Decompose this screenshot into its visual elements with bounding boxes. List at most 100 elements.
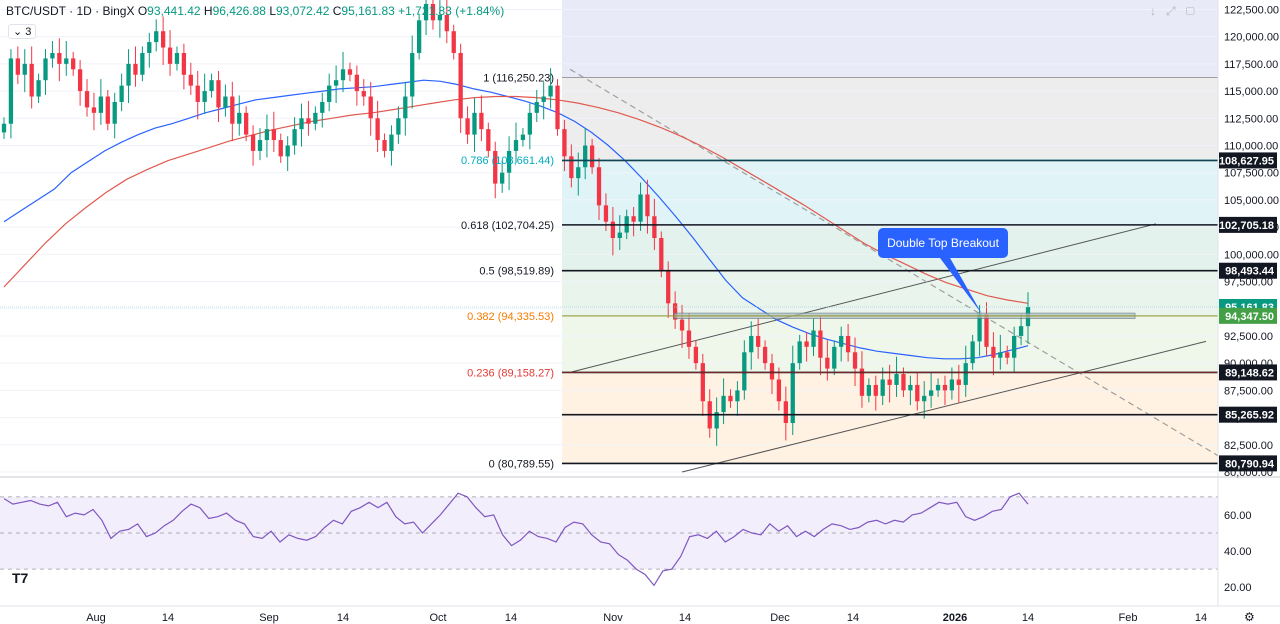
candle-body (866, 384, 872, 396)
y-tick-5: 110,000.00 (1224, 140, 1278, 152)
candle-body (147, 42, 152, 53)
settings-gear-icon[interactable]: ⚙ (1244, 610, 1255, 624)
maximize-icon[interactable]: ▢ (1185, 4, 1205, 18)
candle-body (340, 69, 346, 81)
candle (1005, 345, 1010, 365)
candle (437, 0, 443, 38)
candle-body (672, 303, 678, 320)
candle-body (285, 145, 290, 157)
candle-body (804, 341, 809, 347)
candle (354, 65, 360, 106)
rsi-panel (0, 476, 1280, 587)
candle (244, 106, 249, 142)
candle-body (444, 14, 449, 32)
candle-body (403, 96, 408, 119)
candle (382, 133, 387, 158)
candle (984, 302, 989, 357)
candle-body (1012, 335, 1017, 358)
candle-body (548, 85, 553, 97)
candle (230, 81, 235, 142)
candle (278, 133, 283, 163)
candle (306, 100, 311, 136)
expand-icon[interactable]: ⤢ (1166, 4, 1186, 18)
close-label: C (332, 4, 342, 18)
candle-body (64, 58, 69, 64)
candle (749, 321, 754, 370)
level-price-box-1 (1219, 216, 1277, 233)
candle-body (230, 96, 235, 124)
candle-body (500, 172, 505, 184)
candle (839, 326, 844, 362)
x-tick-3: 14 (337, 612, 349, 624)
candle-body (29, 63, 34, 97)
candle-body (555, 85, 560, 130)
candle-body (493, 150, 498, 184)
candle-body (416, 20, 422, 53)
candle-body (451, 31, 456, 53)
ema-line-1 (3, 95, 1029, 304)
candle-body (389, 134, 394, 151)
arrow-down-icon[interactable]: ↓ (1150, 4, 1166, 18)
candle (735, 381, 740, 416)
candle (403, 81, 408, 136)
candle-body (659, 238, 664, 271)
candle-body (264, 129, 270, 141)
candle-body (472, 112, 477, 135)
open-value: 93,441.42 (147, 4, 201, 18)
candle-body (721, 395, 726, 413)
candle (928, 372, 934, 408)
candle (479, 95, 484, 142)
candle (50, 41, 55, 68)
candle (375, 100, 380, 153)
candle-body (963, 363, 968, 385)
candle (29, 46, 34, 109)
candle-body (410, 52, 415, 97)
candle-body (956, 379, 961, 385)
level-price-label-1: 102,705.18 (1219, 220, 1274, 232)
candle (389, 125, 394, 166)
candle (195, 70, 200, 120)
candle (506, 136, 512, 191)
candle (728, 389, 733, 408)
symbol-label[interactable]: BTC/USDT · 1D · BingX (6, 4, 135, 18)
x-tick-2: Sep (259, 612, 279, 624)
x-tick-13: 14 (1195, 612, 1207, 624)
candle (1018, 314, 1024, 346)
y-tick-3: 115,000.00 (1224, 86, 1278, 98)
candle (527, 103, 532, 150)
candle-body (700, 363, 705, 402)
indicators-toggle[interactable]: ⌄ 3 (8, 24, 37, 39)
candle (105, 89, 110, 131)
y-tick-12: 92,500.00 (1224, 331, 1273, 343)
candle-body (320, 101, 325, 113)
candle (873, 375, 878, 411)
candle-body (652, 216, 657, 238)
candle (133, 46, 138, 87)
candle-body (901, 374, 906, 391)
y-tick-16: 82,500.00 (1224, 440, 1273, 452)
candle-body (839, 335, 844, 347)
candle (797, 334, 802, 370)
candle-body (486, 129, 491, 151)
rsi-tick-1: 40.00 (1224, 546, 1252, 558)
x-tick-6: Nov (603, 612, 623, 624)
candle (285, 136, 290, 172)
fib-label-0: 0 (80,789.55) (489, 458, 554, 470)
candle (769, 353, 775, 395)
candle-body (133, 63, 138, 75)
candle-body (942, 384, 948, 391)
candle (693, 340, 699, 370)
candle (486, 122, 491, 158)
candle-body (562, 129, 567, 157)
candle (631, 206, 636, 237)
fib-label-1: 1 (116,250.23) (483, 72, 554, 84)
candle-body (160, 31, 166, 48)
candle (313, 106, 318, 131)
candle-body (84, 91, 90, 108)
candle-body (437, 14, 443, 21)
candle (465, 106, 470, 144)
candle-body (375, 118, 380, 141)
candle (22, 49, 27, 93)
